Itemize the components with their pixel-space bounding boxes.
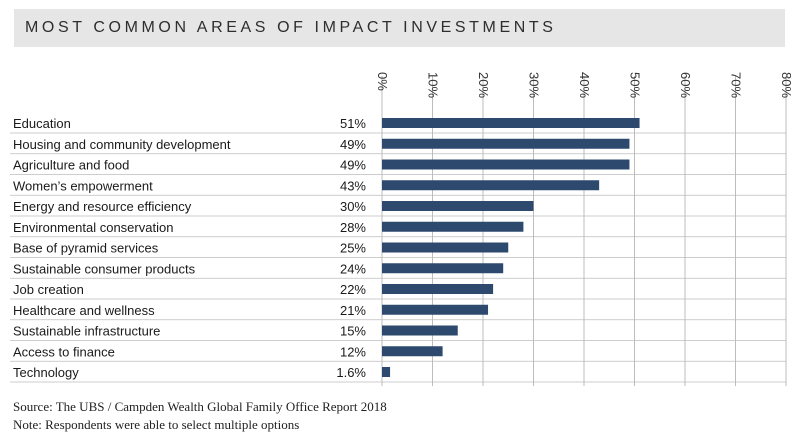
value-label: 25% bbox=[340, 241, 366, 256]
value-label: 43% bbox=[340, 178, 366, 193]
value-label: 49% bbox=[340, 158, 366, 173]
x-tick-label: 10% bbox=[426, 72, 441, 98]
category-label: Housing and community development bbox=[13, 137, 231, 152]
bar bbox=[382, 242, 509, 253]
x-tick-label: 70% bbox=[729, 72, 744, 98]
x-tick-label: 30% bbox=[527, 72, 542, 98]
x-tick-label: 0% bbox=[375, 72, 390, 91]
value-label: 1.6% bbox=[336, 365, 366, 380]
bar bbox=[382, 138, 630, 149]
x-tick-label: 60% bbox=[678, 72, 693, 98]
x-tick-label: 50% bbox=[628, 72, 643, 98]
value-label: 15% bbox=[340, 324, 366, 339]
category-label: Energy and resource efficiency bbox=[13, 199, 192, 214]
category-label: Women’s empowerment bbox=[13, 178, 153, 193]
chart-title: MOST COMMON AREAS OF IMPACT INVESTMENTS bbox=[25, 19, 557, 36]
title-band: MOST COMMON AREAS OF IMPACT INVESTMENTS bbox=[14, 9, 785, 47]
bar-chart: 0% 10% 20% 30% 40% 50% 60% 70% 80% Education 51% Ho… bbox=[10, 72, 794, 386]
category-label: Technology bbox=[13, 365, 79, 380]
value-label: 22% bbox=[340, 282, 366, 297]
x-tick-label: 40% bbox=[577, 72, 592, 98]
bar bbox=[382, 346, 443, 357]
category-label: Job creation bbox=[13, 282, 84, 297]
category-label: Access to finance bbox=[13, 344, 115, 359]
bar bbox=[382, 284, 494, 294]
category-label: Education bbox=[13, 116, 71, 131]
value-label: 24% bbox=[340, 261, 366, 276]
category-label: Base of pyramid services bbox=[13, 241, 159, 256]
bar bbox=[382, 221, 524, 232]
category-label: Environmental conservation bbox=[13, 220, 173, 235]
value-label: 30% bbox=[340, 199, 366, 214]
value-label: 21% bbox=[340, 303, 366, 318]
options-note: Note: Respondents were able to select mu… bbox=[13, 417, 300, 432]
category-label: Agriculture and food bbox=[13, 158, 129, 173]
bar bbox=[382, 304, 489, 315]
value-label: 12% bbox=[340, 344, 366, 359]
source-note: Source: The UBS / Campden Wealth Global … bbox=[13, 399, 387, 414]
bar bbox=[382, 159, 630, 170]
bar bbox=[382, 118, 640, 128]
x-tick-label: 80% bbox=[779, 72, 794, 98]
value-label: 49% bbox=[340, 137, 366, 152]
bar bbox=[382, 263, 504, 274]
bar bbox=[382, 367, 391, 377]
bar bbox=[382, 180, 600, 191]
category-label: Healthcare and wellness bbox=[13, 303, 155, 318]
x-tick-label: 20% bbox=[476, 72, 491, 98]
value-label: 28% bbox=[340, 220, 366, 235]
bar bbox=[382, 201, 534, 211]
category-label: Sustainable infrastructure bbox=[13, 324, 160, 339]
bar bbox=[382, 325, 458, 336]
value-label: 51% bbox=[340, 116, 366, 131]
category-label: Sustainable consumer products bbox=[13, 261, 196, 276]
